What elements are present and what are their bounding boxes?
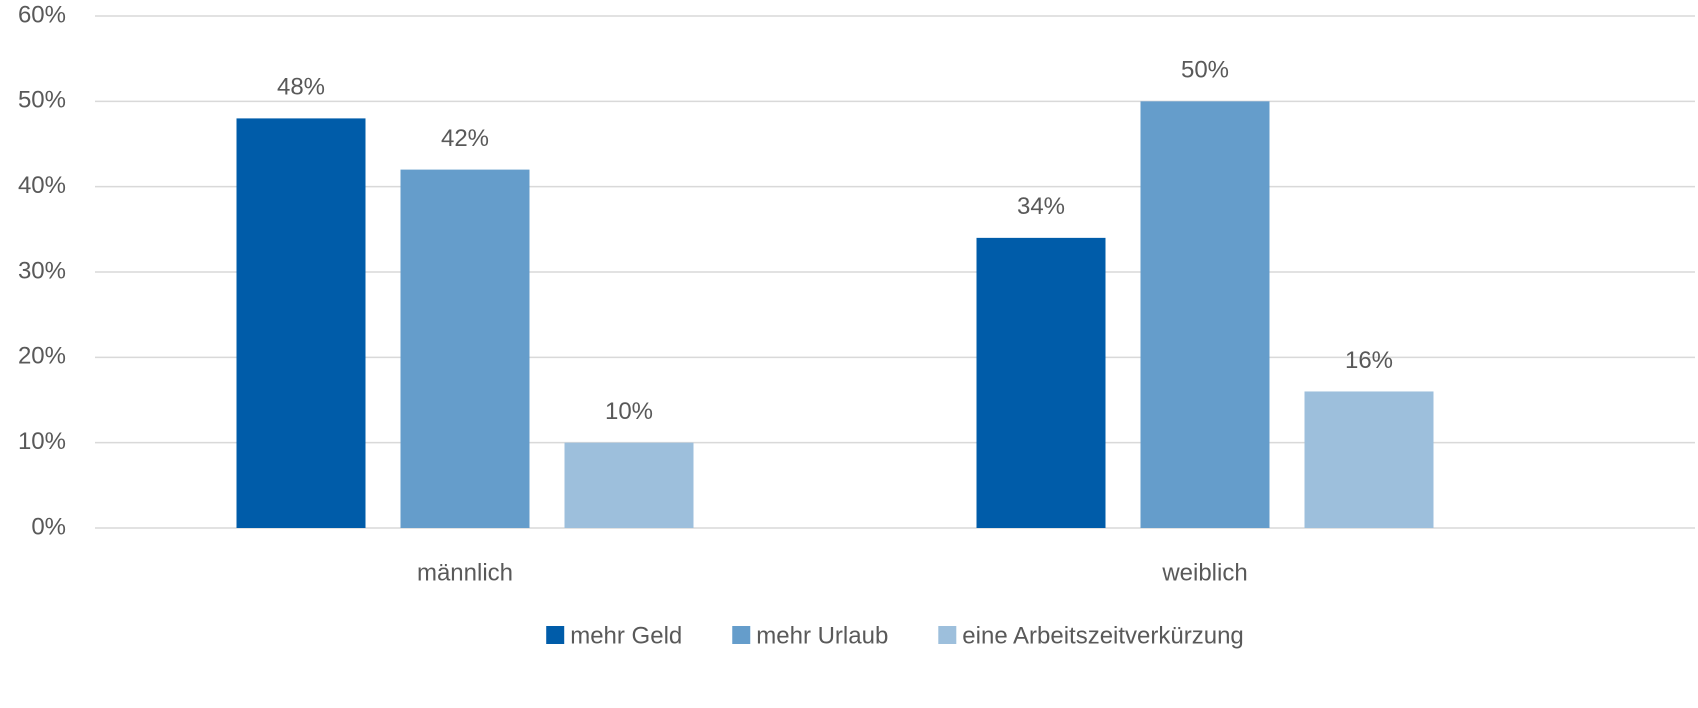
y-tick-label: 0%	[31, 513, 66, 540]
bar	[976, 237, 1106, 528]
y-tick-label: 50%	[18, 87, 66, 114]
bar	[236, 118, 366, 529]
bar	[400, 169, 530, 528]
y-tick-label: 10%	[18, 428, 66, 455]
x-tick-label: weiblich	[1161, 559, 1247, 586]
y-tick-label: 60%	[18, 1, 66, 28]
legend-label: eine Arbeitszeitverkürzung	[962, 622, 1243, 649]
y-tick-label: 40%	[18, 172, 66, 199]
y-tick-label: 30%	[18, 257, 66, 284]
data-label: 48%	[277, 74, 325, 101]
legend-swatch	[732, 626, 751, 644]
bar	[564, 442, 694, 528]
legend-swatch	[546, 626, 565, 644]
data-label: 16%	[1345, 347, 1393, 374]
bar	[1140, 101, 1270, 528]
legend-label: mehr Urlaub	[756, 622, 888, 649]
data-label: 34%	[1017, 193, 1065, 220]
data-label: 42%	[441, 125, 489, 152]
data-label: 10%	[605, 398, 653, 425]
legend-swatch	[938, 626, 957, 644]
legend-label: mehr Geld	[570, 622, 682, 649]
x-tick-label: männlich	[417, 559, 513, 586]
y-tick-label: 20%	[18, 343, 66, 370]
data-label: 50%	[1181, 57, 1229, 84]
bar	[1304, 391, 1434, 528]
